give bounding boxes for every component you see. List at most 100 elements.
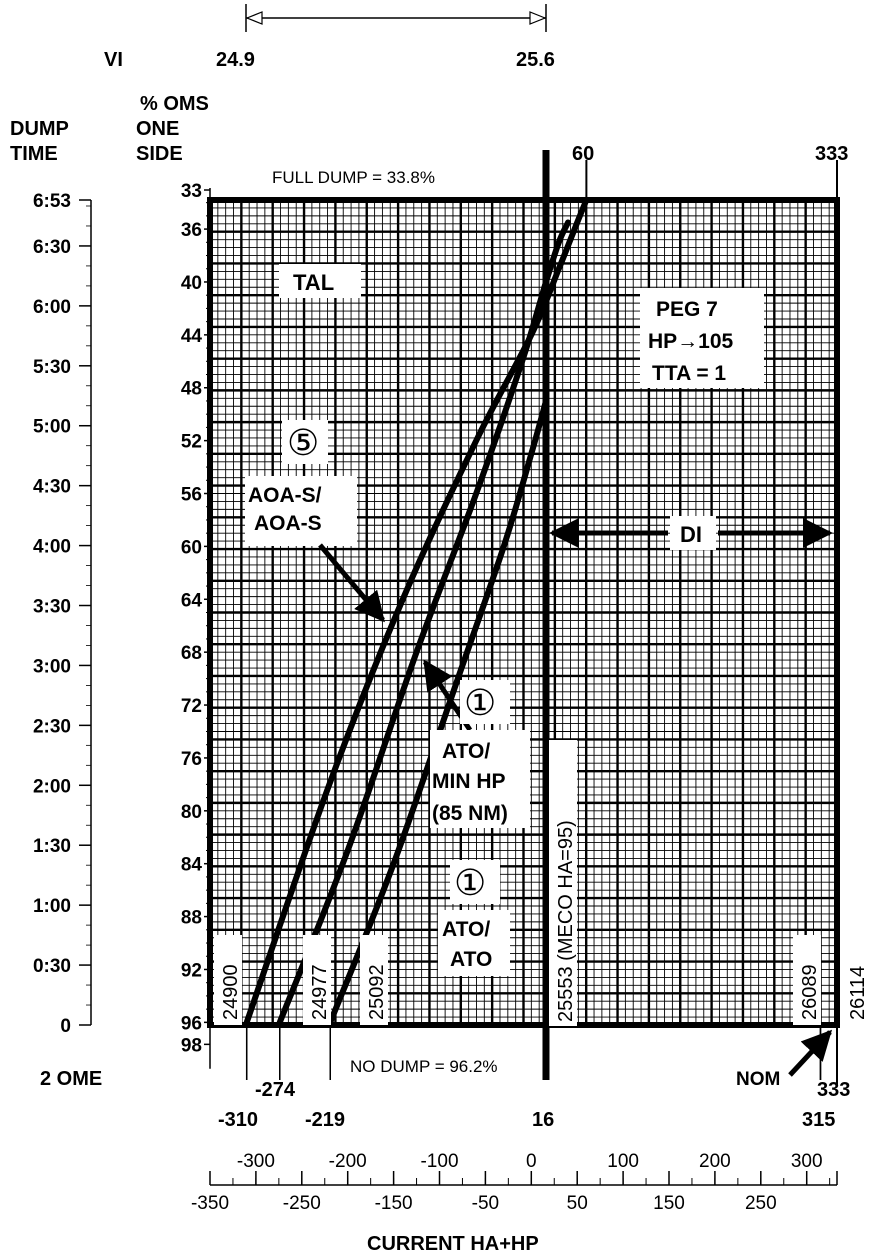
dump-tick-label: 1:30 — [33, 836, 71, 857]
x-tick-label: 150 — [653, 1193, 685, 1214]
x-tick-label: 250 — [745, 1193, 777, 1214]
circle-1a-label: ① — [464, 682, 496, 723]
dump-tick-label: 2:00 — [33, 776, 71, 797]
oms-tick-label: 72 — [181, 696, 202, 717]
x-tick-label: 50 — [567, 1193, 588, 1214]
dump-tick-label: 5:00 — [33, 417, 71, 438]
velocity-26089: 26089 — [799, 964, 821, 1020]
x-tick-label: 300 — [791, 1151, 823, 1172]
x-tick-label: 100 — [607, 1151, 639, 1172]
velocity-24977: 24977 — [309, 964, 331, 1020]
ato-min-label-group: ① ATO/ MIN HP (85 NM) — [422, 659, 530, 828]
x-tick-label: -150 — [375, 1193, 413, 1214]
x-tick-label: -250 — [283, 1193, 321, 1214]
curve-ato-ato — [327, 397, 549, 1026]
ato-min-label-2: MIN HP — [432, 770, 506, 793]
tal-label: TAL — [293, 270, 334, 295]
dump-time-title-2: TIME — [10, 143, 58, 165]
velocity-25553-meco: 25553 (MECO HA=95) — [555, 820, 577, 1022]
x-tick-label: -350 — [191, 1193, 229, 1214]
ato-min-label-1: ATO/ — [442, 740, 490, 763]
curve-tal — [243, 197, 590, 1026]
oms-tick-label: 33 — [181, 181, 202, 202]
oms-tick-label: 88 — [181, 908, 202, 929]
oms-title-1: % OMS — [140, 93, 209, 115]
x-axis-title: CURRENT HA+HP — [367, 1233, 539, 1255]
aoa-label-2: AOA-S — [254, 512, 322, 535]
dump-tick-label: 0:30 — [33, 956, 71, 977]
vi-range-arrow — [245, 4, 547, 32]
oms-tick-label: 68 — [181, 643, 202, 664]
velocity-26114: 26114 — [847, 966, 869, 1020]
velocity-labels: 24900 24977 25092 25553 (MECO HA=95) 260… — [214, 740, 869, 1026]
velocity-25092: 25092 — [366, 964, 388, 1020]
oms-tick-label: 76 — [181, 749, 202, 770]
oms-tick-label: 64 — [181, 590, 203, 611]
oms-tick-label: 80 — [181, 802, 202, 823]
ato-ato-label-2: ATO — [450, 948, 492, 971]
x-axis: -350 -300 -250 -200 -150 -100 -50 0 50 100 150 200 2… — [191, 1151, 838, 1214]
aoa-label-1: AOA-S/ — [248, 484, 322, 507]
aoa-label-group: ⑤ AOA-S/ AOA-S — [245, 420, 385, 623]
ha-neg274: -274 — [255, 1079, 296, 1101]
oms-tick-label: 52 — [181, 432, 202, 453]
ha-60-label: 60 — [572, 143, 594, 165]
oms-tick-label: 36 — [181, 220, 202, 241]
dump-tick-label: 4:00 — [33, 537, 71, 558]
ha-neg219: -219 — [305, 1109, 345, 1131]
dump-time-title-1: DUMP — [10, 118, 69, 140]
dump-tick-label: 6:30 — [33, 237, 71, 258]
no-dump-label: NO DUMP = 96.2% — [350, 1057, 498, 1076]
dump-tick-label: 6:00 — [33, 297, 71, 318]
two-ome-label: 2 OME — [40, 1068, 102, 1090]
dump-time-axis: 6:53 6:30 6:00 5:30 5:00 4:30 4:00 3:30 3:00 2:30… — [33, 191, 92, 1037]
oms-title-3: SIDE — [136, 143, 183, 165]
velocity-24900: 24900 — [220, 964, 242, 1020]
dump-tick-label: 3:30 — [33, 597, 71, 618]
oms-tick-label: 40 — [181, 273, 202, 294]
curve-aoa-s-aoa-s — [276, 219, 572, 1026]
dump-tick-label: 4:30 — [33, 477, 71, 498]
tal-label-box: TAL — [279, 264, 361, 298]
nom-marker: NOM — [736, 1029, 833, 1090]
ha-333-label: 333 — [815, 143, 848, 165]
oms-tick-label: 44 — [181, 326, 203, 347]
oms-tick-label: 56 — [181, 485, 202, 506]
circle-5-label: ⑤ — [287, 422, 319, 463]
dump-tick-label: 1:00 — [33, 896, 71, 917]
oms-tick-label: 84 — [181, 855, 203, 876]
vi-label: VI — [104, 49, 123, 71]
dump-tick-label: 3:00 — [33, 656, 71, 677]
ha-315: 315 — [802, 1109, 835, 1131]
nom-label: NOM — [736, 1069, 780, 1090]
peg-label-3: TTA = 1 — [652, 362, 726, 385]
dump-tick-label: 0 — [60, 1016, 71, 1037]
dump-tick-label: 2:30 — [33, 716, 71, 737]
oms-tick-label: 96 — [181, 1013, 202, 1034]
full-dump-label: FULL DUMP = 33.8% — [272, 168, 435, 187]
x-tick-label: -100 — [420, 1151, 458, 1172]
oms-tick-label: 92 — [181, 960, 202, 981]
ha-333-bottom: 333 — [817, 1079, 850, 1101]
x-tick-label: -200 — [329, 1151, 367, 1172]
oms-tick-label: 60 — [181, 537, 202, 558]
ato-ato-label-group: ① ATO/ ATO — [438, 860, 510, 976]
x-tick-label: -300 — [237, 1151, 275, 1172]
circle-1b-label: ① — [454, 862, 486, 903]
ato-ato-label-1: ATO/ — [442, 918, 490, 941]
ha-neg310: -310 — [218, 1109, 258, 1131]
oms-title-2: ONE — [136, 118, 179, 140]
x-tick-label: 200 — [699, 1151, 731, 1172]
peg-label-box: PEG 7 HP→105 TTA = 1 — [640, 288, 764, 388]
oms-tick-label: 98 — [181, 1035, 202, 1056]
vi-start-value: 24.9 — [216, 49, 255, 71]
chart-curves — [243, 197, 590, 1026]
vi-end-value: 25.6 — [516, 49, 555, 71]
dump-tick-label: 5:30 — [33, 357, 71, 378]
oms-tick-label: 48 — [181, 379, 202, 400]
dump-tick-label: 6:53 — [33, 191, 71, 212]
x-tick-label: 0 — [526, 1151, 537, 1172]
ato-min-label-3: (85 NM) — [432, 802, 508, 825]
